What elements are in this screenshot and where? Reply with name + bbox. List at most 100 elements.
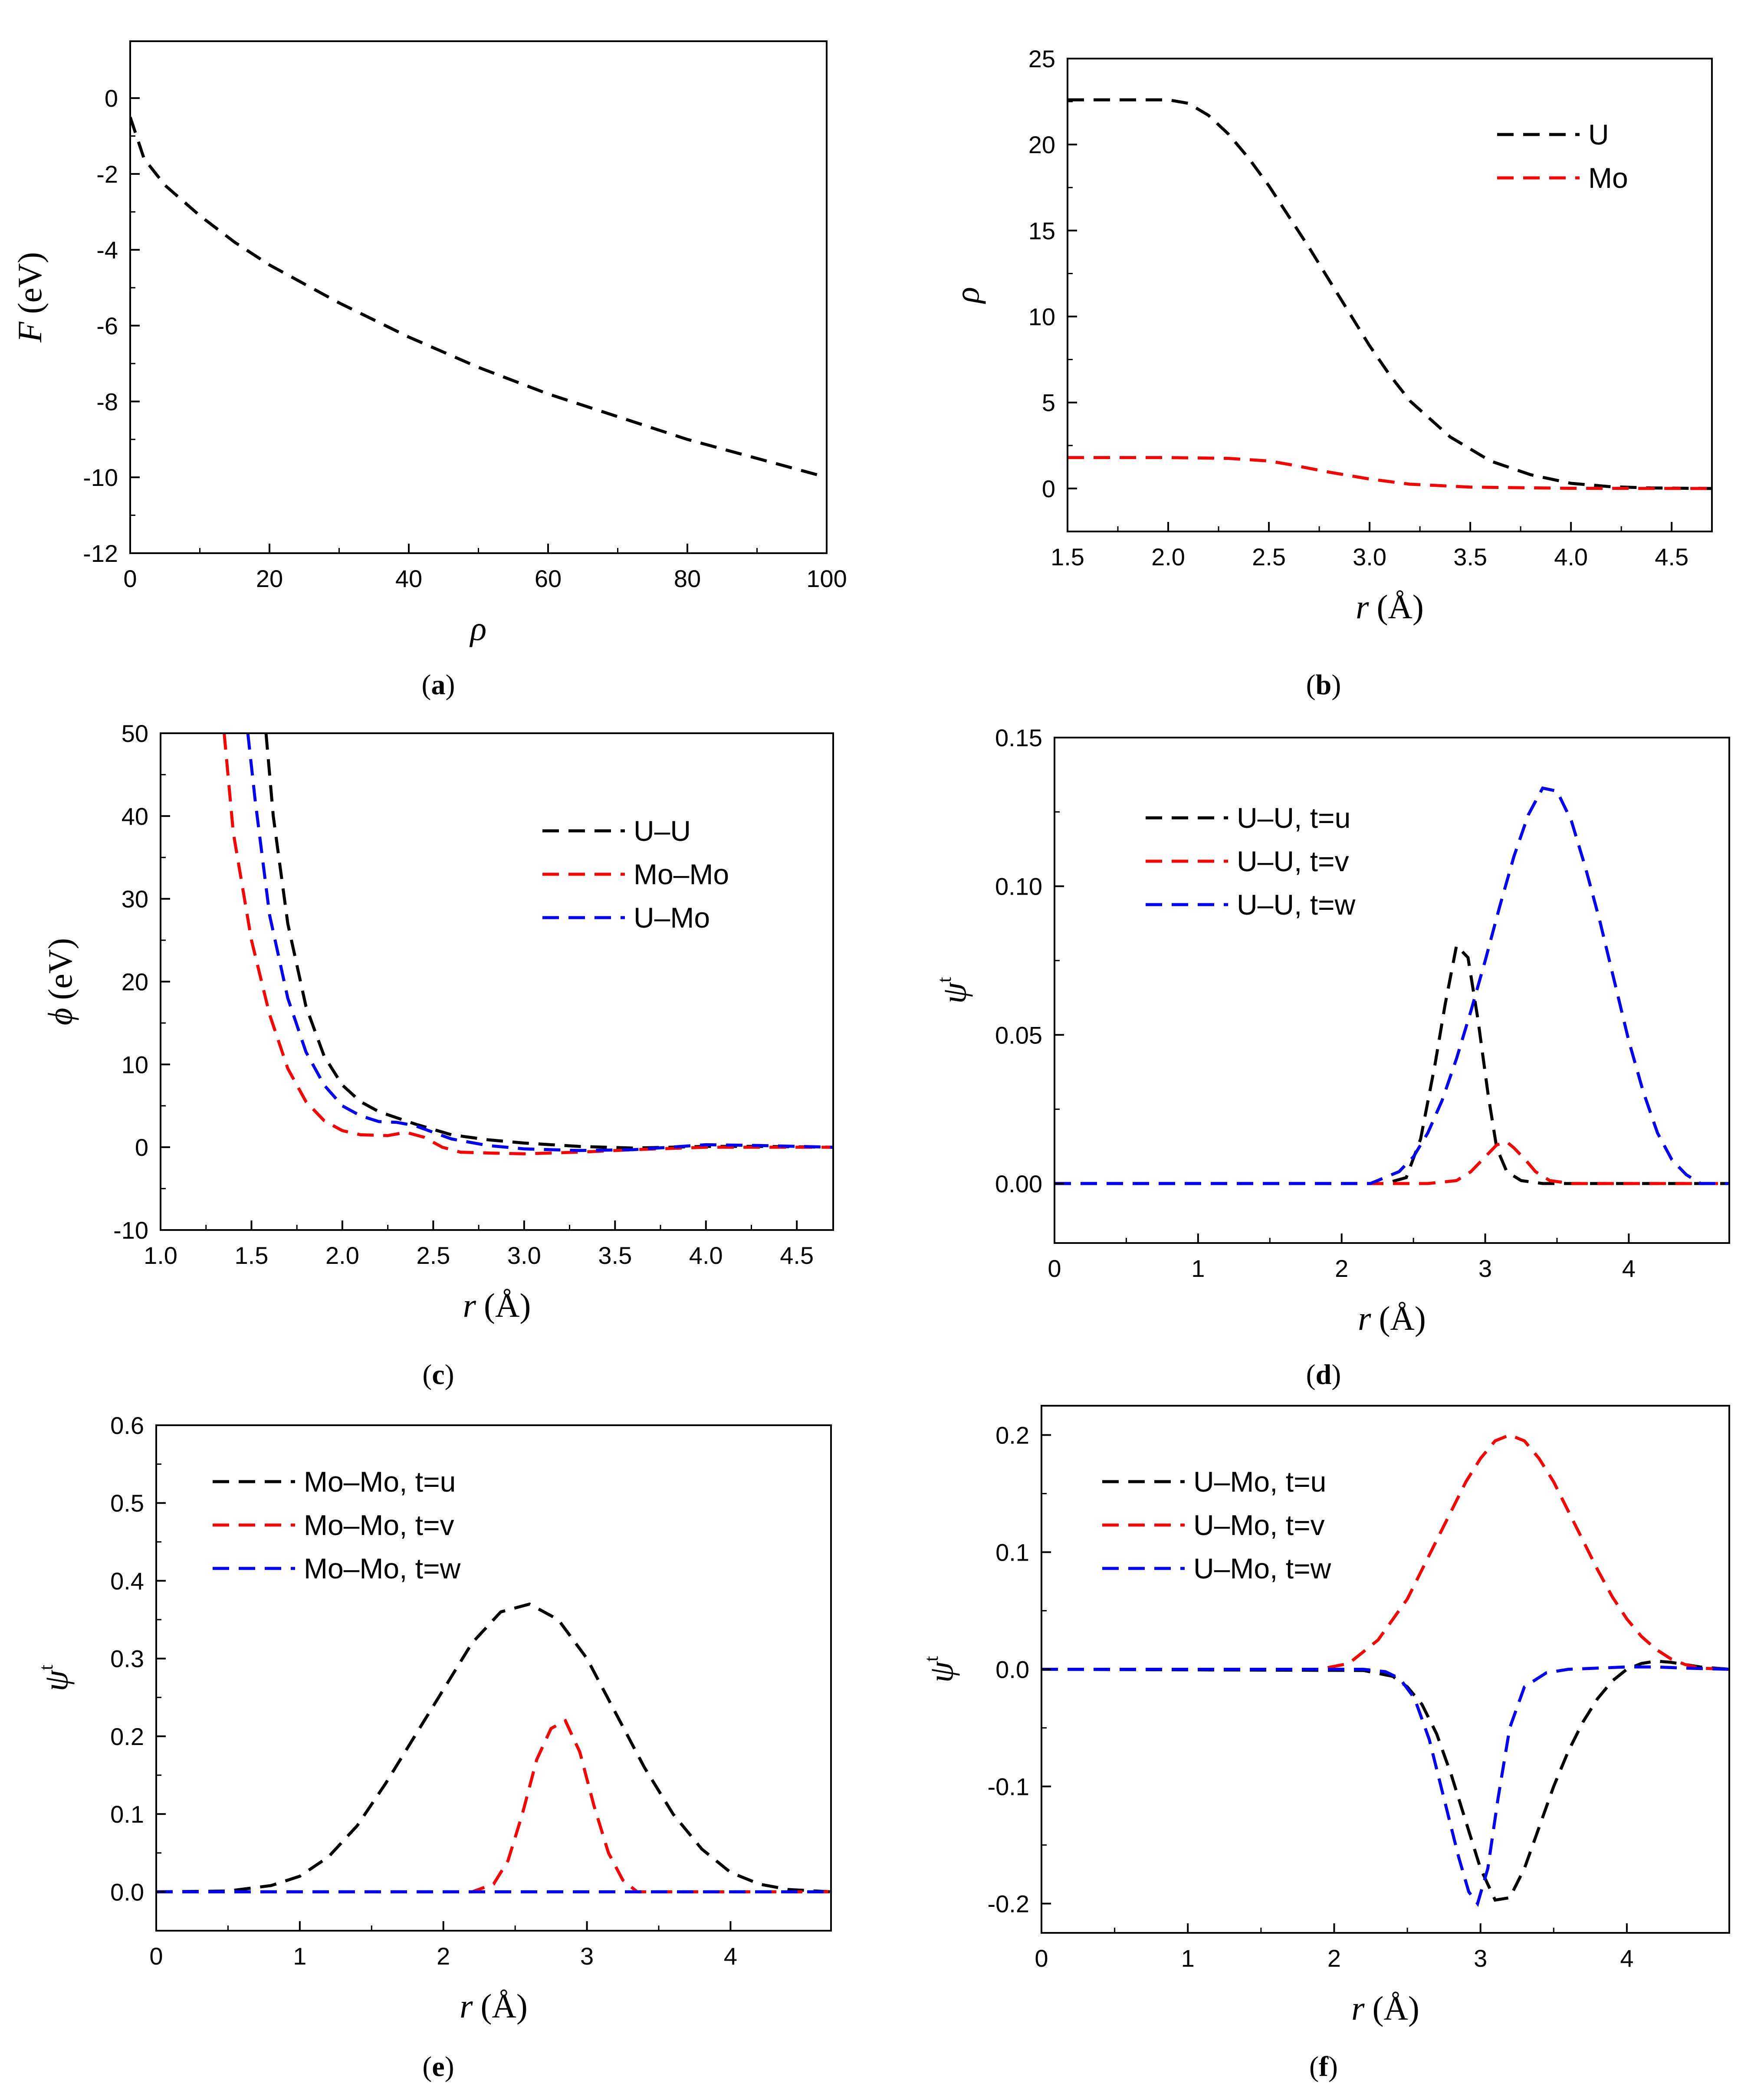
y-tick-label: 0 (135, 1134, 148, 1161)
x-tick-label: 60 (535, 565, 562, 592)
caption-close: ) (1328, 2051, 1338, 2083)
series-line-f-0 (1041, 1660, 1729, 1902)
x-tick-label: 0 (1035, 1945, 1048, 1972)
chart-panel-f: 0 1 2 3 4 -0.2 -0.1 0.0 0.1 0.2 r (Å) ψt U–Mo, t=u U–M… (920, 1405, 1730, 2083)
legend-label: Mo–Mo, t=w (304, 1552, 461, 1584)
y-axis-superscript: t (35, 1665, 57, 1670)
x-tick-label: 20 (256, 565, 283, 592)
y-axis-label: ψt (35, 1665, 75, 1691)
y-axis-label: F (eV) (11, 252, 49, 343)
x-tick-label: 4 (724, 1942, 737, 1970)
y-tick-label: 5 (1042, 389, 1055, 417)
x-axis-label: r (Å) (1351, 1989, 1419, 2027)
y-tick-label: 0.15 (995, 724, 1042, 751)
y-axis-superscript: t (933, 977, 955, 983)
plot-frame (1054, 737, 1730, 1244)
x-tick-label: 2.5 (416, 1242, 450, 1269)
series-line-b-0 (1068, 98, 1712, 490)
x-tick-label: 4.5 (780, 1242, 814, 1269)
y-tick-label: -8 (96, 388, 118, 415)
caption-letter: b (1316, 669, 1332, 701)
caption-close: ) (1331, 1359, 1341, 1391)
plot-frame (1041, 1405, 1730, 1934)
series-line-d-0 (1054, 942, 1729, 1185)
panel-caption: (e) (422, 2051, 454, 2083)
y-tick-label: -0.1 (988, 1773, 1030, 1801)
legend-label: Mo–Mo, t=v (304, 1509, 454, 1541)
y-axis-label: ϕ (eV) (41, 938, 79, 1025)
panel-caption: (a) (422, 669, 455, 701)
x-axis-symbol: r (1358, 1299, 1371, 1337)
x-tick-label: 4.0 (1554, 543, 1588, 571)
y-tick-label: 0.6 (110, 1412, 144, 1439)
x-tick-label: 40 (395, 565, 422, 592)
x-tick-label: 4 (1622, 1255, 1636, 1282)
caption-open: ( (1309, 2051, 1319, 2083)
x-tick-label: 1.0 (144, 1242, 177, 1269)
y-axis-symbol: ψ (922, 1661, 960, 1683)
x-tick-label: 3 (1478, 1255, 1492, 1282)
x-tick-label: 3 (580, 1942, 594, 1970)
series-line-c-0 (264, 733, 833, 1150)
x-tick-label: 4 (1620, 1945, 1633, 1972)
x-tick-label: 0 (149, 1942, 163, 1970)
y-axis-symbol: ψ (37, 1670, 75, 1691)
caption-open: ( (422, 669, 431, 701)
y-axis-symbol: ψ (935, 982, 973, 1004)
y-axis-symbol: F (11, 321, 49, 343)
y-axis-label: ψt (933, 977, 973, 1004)
x-tick-label: 3.5 (1453, 543, 1487, 571)
legend-label: U–U, t=u (1237, 802, 1350, 834)
series-line-d-1 (1054, 1140, 1729, 1185)
plot-frame (160, 732, 834, 1231)
series-line-f-1 (1041, 1433, 1729, 1671)
x-tick-label: 0 (123, 565, 137, 592)
panel-caption: (c) (422, 1359, 454, 1391)
x-axis-label: r (Å) (1356, 588, 1424, 626)
plot-frame (129, 40, 828, 554)
y-tick-label: 0.0 (110, 1878, 144, 1906)
caption-letter: a (431, 669, 446, 701)
series-line-c-1 (223, 733, 833, 1155)
x-tick-label: 1 (293, 1942, 306, 1970)
legend-label: U–U, t=v (1237, 845, 1349, 877)
caption-close: ) (446, 669, 455, 701)
panel-caption: (f) (1309, 2051, 1338, 2083)
chart-panel-a: 0 20 40 60 80 100 0 -2 -4 -6 -8 -10 -12 ρ F (eV) (a) (11, 40, 847, 701)
series-line-a-0 (130, 116, 827, 479)
y-tick-label: 0.1 (995, 1539, 1029, 1566)
panel-caption: (b) (1306, 669, 1341, 701)
x-tick-label: 100 (806, 565, 847, 592)
caption-letter: d (1316, 1359, 1332, 1391)
plot-frame (155, 1424, 832, 1932)
y-tick-label: 0.1 (110, 1801, 144, 1828)
x-tick-label: 80 (674, 565, 701, 592)
series-line-b-1 (1068, 456, 1712, 490)
y-tick-label: 10 (122, 1051, 148, 1078)
y-tick-label: 15 (1028, 217, 1055, 244)
y-tick-label: -10 (83, 464, 118, 491)
y-tick-label: 40 (122, 803, 148, 830)
x-axis-symbol: ρ (470, 610, 486, 647)
x-tick-label: 3 (1474, 1945, 1487, 1972)
x-tick-label: 1.5 (1051, 543, 1084, 571)
y-tick-label: 10 (1028, 303, 1055, 331)
series-line-d-2 (1054, 786, 1729, 1185)
caption-open: ( (1306, 1359, 1316, 1391)
series-line-f-2 (1041, 1665, 1729, 1907)
x-tick-label: 3.0 (507, 1242, 541, 1269)
legend-label: Mo–Mo, t=u (304, 1466, 456, 1498)
x-axis-unit: (Å) (481, 1987, 528, 2025)
y-tick-label: 0 (1042, 475, 1055, 502)
x-tick-label: 0 (1048, 1255, 1061, 1282)
legend-label: U–Mo, t=w (1193, 1552, 1331, 1584)
y-tick-label: 0.0 (995, 1656, 1029, 1683)
chart-panel-c: 1.0 1.5 2.0 2.5 3.0 3.5 4.0 4.5-1001020304050r(… (41, 720, 834, 1391)
y-axis-label: ψt (920, 1656, 960, 1683)
y-tick-label: 20 (1028, 131, 1055, 158)
y-tick-label: 30 (122, 886, 148, 913)
x-tick-label: 1 (1181, 1945, 1195, 1972)
panel-caption: (d) (1306, 1359, 1341, 1391)
x-axis-symbol: r (460, 1987, 473, 2025)
